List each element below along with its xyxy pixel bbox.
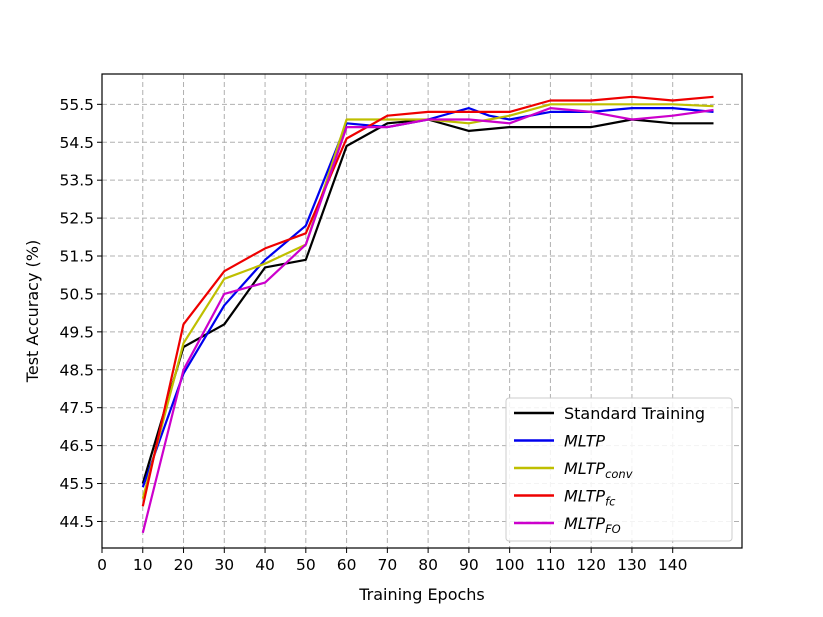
series-line-4	[141, 106, 714, 534]
x-tick-label: 120	[576, 556, 606, 574]
y-tick-label: 55.5	[59, 96, 94, 114]
x-tick-label: 70	[377, 556, 397, 574]
legend-box	[505, 397, 733, 542]
series-line-0	[141, 118, 714, 484]
x-tick-label: 0	[97, 556, 107, 574]
x-tick-label: 40	[255, 556, 275, 574]
y-tick-label: 53.5	[59, 172, 94, 190]
y-tick-label: 49.5	[59, 323, 94, 341]
legend-label-subscript: FO	[605, 522, 621, 536]
legend-label-base: MLTP	[564, 487, 605, 506]
plot-frame	[101, 73, 743, 549]
series-line-1	[141, 106, 714, 488]
x-tick-label: 50	[296, 556, 316, 574]
x-tick-label: 90	[459, 556, 479, 574]
y-tick-label: 44.5	[59, 513, 94, 531]
x-tick-label: 100	[495, 556, 525, 574]
legend-label: MLTPFO	[564, 514, 621, 536]
y-axis-title: Test Accuracy (%)	[23, 240, 42, 383]
legend-label-base: MLTP	[564, 514, 605, 533]
x-tick-label: 130	[617, 556, 647, 574]
legend-label: Standard Training	[564, 404, 705, 423]
y-tick-label: 47.5	[59, 399, 94, 417]
y-tick-label: 51.5	[59, 248, 94, 266]
legend-label: MLTP	[564, 432, 605, 451]
x-tick-label: 80	[418, 556, 438, 574]
x-tick-label: 20	[174, 556, 194, 574]
legend: Standard TrainingMLTPMLTPconvMLTPfcMLTPF…	[505, 397, 733, 542]
y-tick-label: 46.5	[59, 437, 94, 455]
legend-label: MLTPfc	[564, 487, 616, 509]
x-tick-label: 110	[536, 556, 566, 574]
x-tick-label: 140	[658, 556, 688, 574]
x-axis-title: Training Epochs	[358, 585, 485, 604]
legend-label: MLTPconv	[564, 459, 633, 481]
x-tick-label: 30	[214, 556, 234, 574]
axis-ticks: 0 10 20 30 40 50 60 70 80 90 100 110 120 130 140 44.5 45…	[59, 96, 687, 574]
y-tick-label: 50.5	[59, 285, 94, 303]
y-tick-label: 54.5	[59, 134, 94, 152]
x-tick-label: 10	[133, 556, 153, 574]
y-tick-label: 45.5	[59, 475, 94, 493]
legend-label-subscript: fc	[605, 495, 616, 509]
series-line-3	[141, 95, 714, 507]
series-line-2	[141, 103, 714, 499]
y-tick-label: 48.5	[59, 361, 94, 379]
legend-label-base: MLTP	[564, 459, 605, 478]
legend-label-subscript: conv	[605, 467, 633, 481]
x-tick-label: 60	[337, 556, 357, 574]
series-lines	[141, 95, 714, 534]
y-tick-label: 52.5	[59, 210, 94, 228]
